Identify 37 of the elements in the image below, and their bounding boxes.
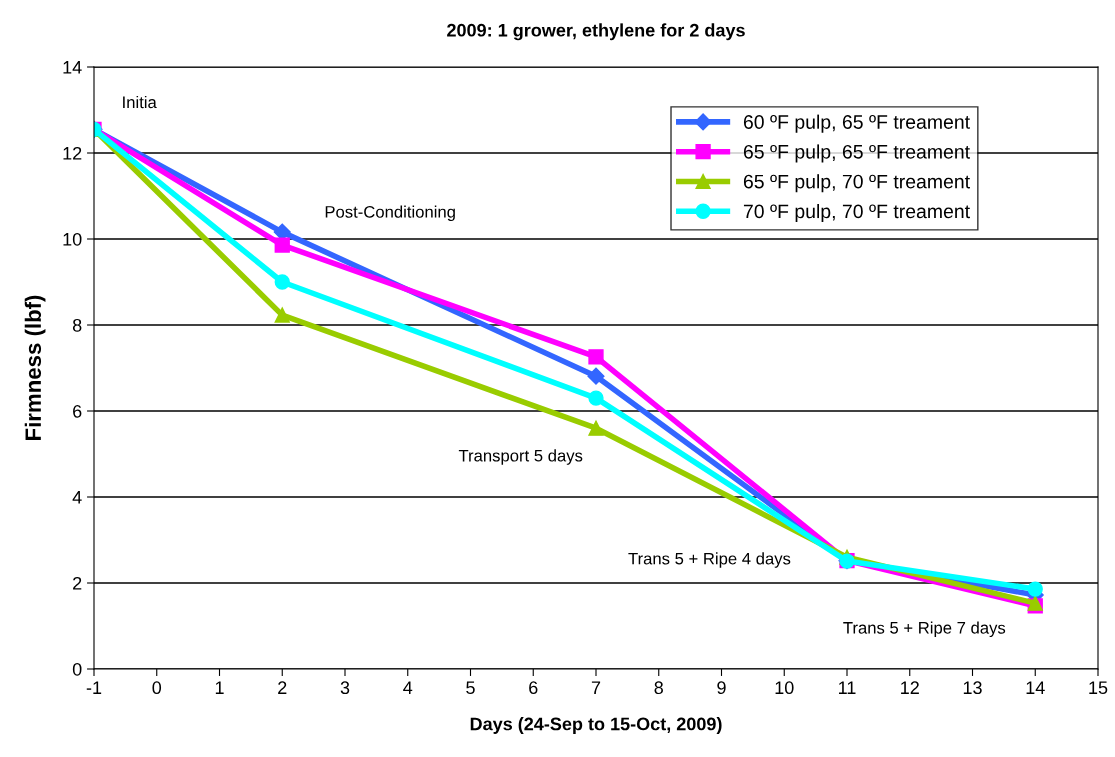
x-tick-label: 5 [466,681,475,695]
x-axis-title: Days (24-Sep to 15-Oct, 2009) [470,717,722,734]
x-tick-label: 14 [1026,681,1045,694]
legend-label: 65 ºF pulp, 65 ºF treament [743,144,970,163]
x-tick-label: 8 [654,681,663,695]
x-tick-label: -1 [86,681,102,694]
legend-label: 60 ºF pulp, 65 ºF treament [743,114,970,133]
x-tick-label: 13 [963,681,982,695]
x-tick-label: 10 [775,681,794,695]
y-tick-label: 12 [63,146,82,160]
x-tick-label: 11 [839,681,856,694]
x-tick-label: 0 [152,681,162,695]
x-tick-label: 15 [1089,681,1108,695]
y-axis-title: Firmness (lbf) [24,295,46,440]
y-tick-label: 0 [72,662,82,676]
x-tick-label: 2 [278,681,287,694]
annotation: Initia [123,95,157,109]
x-tick-label: 1 [215,681,224,694]
x-tick-label: 7 [591,681,601,694]
y-tick-label: 14 [63,61,82,74]
annotation: Transport 5 days [458,449,583,465]
x-tick-label: 6 [529,681,538,695]
x-tick-label: 9 [717,681,726,695]
annotation: Trans 5 + Ripe 7 days [843,621,1006,638]
legend-label: 70 ºF pulp, 70 ºF treament [743,203,970,223]
y-tick-label: 2 [73,576,82,590]
y-tick-label: 6 [73,404,82,418]
annotation: Trans 5 + Ripe 4 days [628,552,791,568]
x-tick-label: 12 [901,681,919,694]
x-tick-label: 3 [340,681,350,695]
chart-title: 2009: 1 grower, ethylene for 2 days [447,23,745,41]
y-tick-label: 4 [72,491,82,504]
annotation: Post-Conditioning [325,205,455,222]
y-tick-label: 8 [72,318,82,332]
x-tick-label: 4 [403,681,413,694]
y-tick-label: 10 [63,232,82,246]
legend-label: 65 ºF pulp, 70 ºF treament [743,174,970,193]
